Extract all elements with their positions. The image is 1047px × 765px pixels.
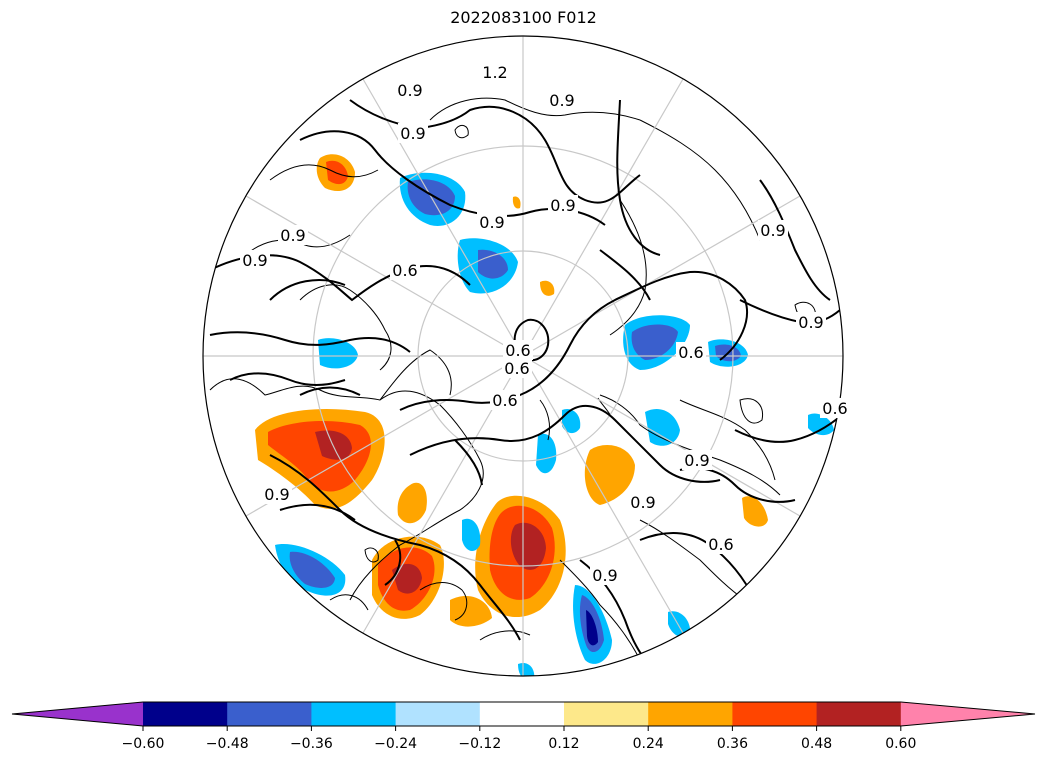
cold-anomaly-patch bbox=[518, 663, 535, 676]
contour-label: 1.2 bbox=[482, 63, 507, 82]
warm-anomaly-patch bbox=[540, 280, 555, 296]
colorbar-ticks: −0.60 −0.48 −0.36 −0.24 −0.12 0.12 0.24 0.36 0.4… bbox=[122, 726, 916, 752]
contour-label: 0.6 bbox=[822, 399, 847, 418]
colorbar-extend-max bbox=[900, 702, 1035, 726]
contour-label: 0.9 bbox=[242, 251, 267, 270]
polar-map: 0.9 0.9 0.9 0.9 0.9 0.9 0.6 0.6 0.6 0.6 … bbox=[202, 35, 850, 677]
warm-anomaly-patch bbox=[512, 196, 521, 209]
colorbar-extend-min bbox=[12, 702, 143, 726]
cold-anomaly-patch bbox=[562, 408, 581, 434]
contour-label: 0.9 bbox=[264, 485, 289, 504]
colorbar-segment bbox=[395, 702, 481, 726]
colorbar-segment bbox=[227, 702, 312, 726]
cold-anomaly-patch bbox=[318, 338, 358, 369]
colorbar-segment bbox=[479, 702, 565, 726]
anomaly-fill-layer bbox=[255, 154, 834, 676]
contour-label: 0.6 bbox=[492, 391, 517, 410]
colorbar-tick-label: −0.24 bbox=[374, 736, 417, 752]
contour-label: 0.6 bbox=[678, 343, 703, 362]
contour-label: 0.9 bbox=[630, 493, 655, 512]
contour-label: 0.9 bbox=[400, 124, 425, 143]
contour-label: 0.9 bbox=[684, 451, 709, 470]
colorbar-segments bbox=[11, 701, 1036, 727]
cold-anomaly-patch bbox=[631, 324, 678, 360]
warm-anomaly-patch bbox=[392, 563, 422, 594]
colorbar-tick-label: 0.48 bbox=[801, 736, 832, 752]
contour-label: 0.6 bbox=[392, 261, 417, 280]
contour-label: 0.9 bbox=[550, 196, 575, 215]
colorbar-segment bbox=[732, 702, 818, 726]
colorbar-segment bbox=[143, 702, 228, 726]
colorbar: −0.60 −0.48 −0.36 −0.24 −0.12 0.12 0.24 0.36 0.4… bbox=[11, 701, 1036, 752]
colorbar-tick-label: −0.48 bbox=[206, 736, 249, 752]
colorbar-tick-label: −0.36 bbox=[290, 736, 333, 752]
warm-anomaly-patch bbox=[397, 482, 427, 524]
colorbar-tick-label: 0.60 bbox=[885, 736, 916, 752]
plot-title: 2022083100 F012 bbox=[450, 8, 597, 27]
colorbar-tick-label: −0.60 bbox=[122, 736, 165, 752]
cold-anomaly-patch bbox=[462, 518, 481, 552]
colorbar-tick-label: −0.12 bbox=[458, 736, 501, 752]
cold-anomaly-patch bbox=[536, 433, 557, 474]
contour-label: 0.9 bbox=[549, 91, 574, 110]
colorbar-segment bbox=[311, 702, 397, 726]
colorbar-segment bbox=[564, 702, 649, 726]
warm-anomaly-patch bbox=[450, 596, 492, 627]
map-boundary bbox=[202, 35, 844, 677]
contour-label: 0.9 bbox=[592, 566, 617, 585]
contour-label: 0.6 bbox=[504, 359, 529, 378]
contour-label: 0.6 bbox=[708, 535, 733, 554]
warm-anomaly-patch bbox=[510, 522, 546, 570]
contour-label: 0.9 bbox=[280, 226, 305, 245]
colorbar-tick-label: 0.24 bbox=[633, 736, 664, 752]
contour-label: 0.9 bbox=[397, 81, 422, 100]
contour-label: 0.6 bbox=[505, 341, 530, 360]
contour-lines bbox=[209, 99, 843, 666]
warm-anomaly-patch bbox=[326, 160, 348, 185]
warm-anomaly-patch bbox=[742, 496, 768, 527]
contour-labels: 0.9 0.9 0.9 0.9 0.9 0.9 0.6 0.6 0.6 0.6 … bbox=[240, 62, 850, 585]
cold-anomaly-patch bbox=[289, 551, 335, 588]
colorbar-segment bbox=[648, 702, 733, 726]
cold-anomaly-patch bbox=[478, 249, 508, 279]
cold-anomaly-patch bbox=[668, 611, 691, 638]
cold-anomaly-patch bbox=[645, 409, 680, 446]
colorbar-segment bbox=[816, 702, 902, 726]
colorbar-tick-label: 0.36 bbox=[717, 736, 748, 752]
warm-anomaly-patch bbox=[584, 445, 635, 505]
colorbar-tick-label: 0.12 bbox=[548, 736, 579, 752]
cold-anomaly-patch bbox=[808, 413, 834, 436]
contour-label: 0.9 bbox=[479, 213, 504, 232]
cold-anomaly-patch bbox=[586, 610, 598, 646]
contour-label: 0.9 bbox=[760, 221, 785, 240]
contour-label: 0.9 bbox=[798, 313, 823, 332]
